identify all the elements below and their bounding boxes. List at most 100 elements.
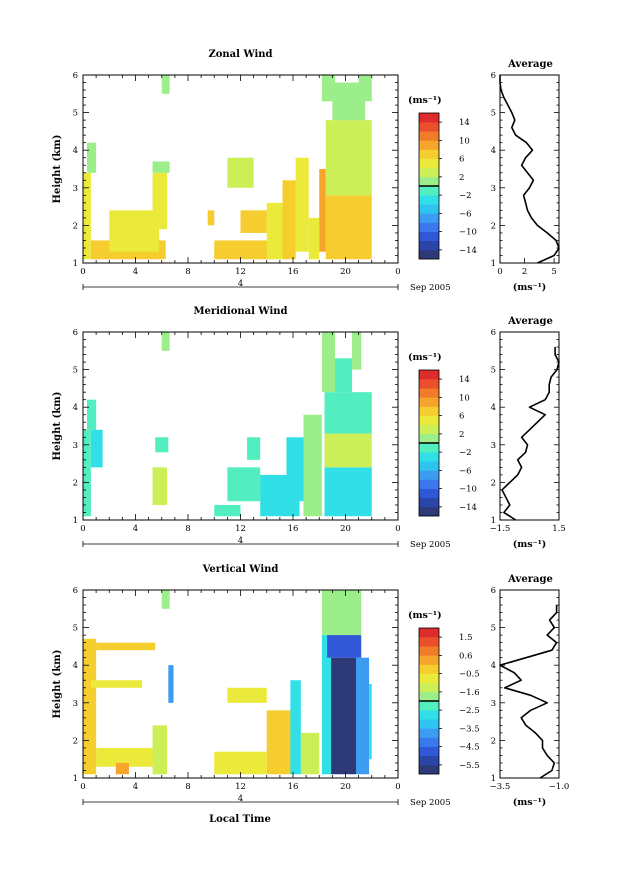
- y-axis-label: Height (km): [52, 392, 63, 461]
- y-tick-label: 4: [73, 403, 78, 413]
- data-cell: [324, 467, 372, 517]
- colorbar-tick-label: −2.5: [459, 706, 480, 716]
- profile-y-tick-label: 5: [491, 109, 496, 119]
- colorbar-tick-label: 1.5: [459, 633, 473, 643]
- colorbar-bin: [419, 673, 439, 684]
- data-cell: [227, 687, 267, 703]
- date-label: Sep 2005: [410, 283, 451, 293]
- colorbar-bin: [419, 370, 439, 380]
- chart-title: Zonal Wind: [208, 49, 272, 60]
- data-cell: [300, 732, 320, 775]
- colorbar-tick-label: −3.5: [459, 724, 480, 734]
- colorbar-tick-label: −5.5: [459, 761, 480, 771]
- y-tick-label: 2: [73, 221, 78, 231]
- colorbar-bin: [419, 443, 439, 453]
- colorbar-bin: [419, 691, 439, 702]
- data-cell: [290, 680, 301, 775]
- data-cell: [161, 75, 170, 94]
- y-tick-label: 6: [73, 328, 78, 338]
- profile-y-tick-label: 3: [491, 184, 496, 194]
- x-tick-label: 16: [288, 524, 299, 534]
- profile-series-line: [501, 347, 560, 521]
- data-cell: [240, 210, 267, 233]
- colorbar-tick-label: −6: [459, 466, 472, 476]
- profile-x-tick-label: 5: [551, 267, 556, 277]
- colorbar-bin: [419, 719, 439, 729]
- colorbar-bin: [419, 415, 439, 426]
- profile-y-tick-label: 4: [491, 146, 496, 156]
- profile-x-label: (ms⁻¹): [513, 282, 547, 293]
- x-tick-label: 20: [340, 267, 351, 277]
- colorbar-tick-label: 10: [459, 393, 470, 403]
- date-tick-label: 4: [238, 279, 243, 289]
- data-cell: [83, 638, 97, 775]
- data-cell: [86, 142, 97, 173]
- data-cell: [152, 172, 167, 230]
- colorbar-bin: [419, 646, 439, 656]
- profile-x-tick-label: −3.5: [490, 782, 511, 792]
- colorbar-bin: [419, 506, 439, 517]
- data-cell: [321, 635, 332, 775]
- colorbar-unit: (ms⁻¹): [408, 95, 442, 106]
- colorbar-bin: [419, 204, 439, 214]
- colorbar-bin: [419, 470, 439, 480]
- y-tick-label: 2: [73, 478, 78, 488]
- profile-y-tick-label: 1: [491, 774, 496, 784]
- colorbar-bin: [419, 755, 439, 766]
- data-cell: [369, 684, 372, 760]
- x-tick-label: 8: [185, 782, 190, 792]
- date-tick-label: 4: [238, 794, 243, 804]
- colorbar-bin: [419, 701, 439, 711]
- x-tick-label: 0: [80, 524, 85, 534]
- colorbar-tick-label: 2: [459, 173, 464, 183]
- data-cell: [96, 642, 156, 651]
- colorbar-tick-label: 0.6: [459, 651, 473, 661]
- colorbar-bin: [419, 637, 439, 647]
- colorbar-bin: [419, 406, 439, 416]
- y-tick-label: 2: [73, 736, 78, 746]
- data-cell: [161, 332, 170, 351]
- data-cell: [207, 210, 215, 226]
- data-cell: [161, 590, 170, 609]
- data-cell: [152, 161, 170, 173]
- x-tick-label: 4: [133, 524, 138, 534]
- colorbar-bin: [419, 231, 439, 242]
- colorbar-bin: [419, 379, 439, 389]
- colorbar-bin: [419, 664, 439, 674]
- profile-series-line: [499, 605, 558, 779]
- colorbar-bin: [419, 764, 439, 775]
- data-cell: [214, 751, 267, 775]
- profile-frame: [499, 589, 560, 779]
- data-cell: [168, 665, 174, 703]
- profile-x-tick-label: −1.5: [490, 524, 511, 534]
- data-cell: [321, 75, 335, 102]
- colorbar-tick-label: 14: [459, 118, 470, 128]
- y-tick-label: 6: [73, 71, 78, 81]
- date-label: Sep 2005: [410, 540, 451, 550]
- y-tick-label: 4: [73, 661, 78, 671]
- colorbar-bin: [419, 131, 439, 141]
- profile-y-tick-label: 3: [491, 441, 496, 451]
- colorbar-tick-label: −14: [459, 246, 477, 256]
- data-cell: [295, 157, 309, 252]
- colorbar-bin: [419, 240, 439, 251]
- colorbar-bin: [419, 433, 439, 444]
- data-cell: [266, 710, 293, 775]
- colorbar-bin: [419, 655, 439, 665]
- y-axis-label: Height (km): [52, 650, 63, 719]
- colorbar-bin: [419, 222, 439, 232]
- profile-y-tick-label: 5: [491, 624, 496, 634]
- colorbar-tick-label: −2: [459, 191, 472, 201]
- colorbar-bin: [419, 158, 439, 169]
- colorbar-tick-label: −0.5: [459, 670, 480, 680]
- colorbar-bin: [419, 479, 439, 489]
- colorbar-bin: [419, 424, 439, 435]
- x-tick-label: 0: [80, 267, 85, 277]
- y-tick-label: 4: [73, 146, 78, 156]
- data-cell: [358, 75, 372, 102]
- data-cell: [321, 332, 335, 393]
- profile-y-tick-label: 2: [491, 221, 496, 231]
- profile-x-tick-label: −1.0: [549, 782, 570, 792]
- colorbar-tick-label: 6: [459, 155, 464, 165]
